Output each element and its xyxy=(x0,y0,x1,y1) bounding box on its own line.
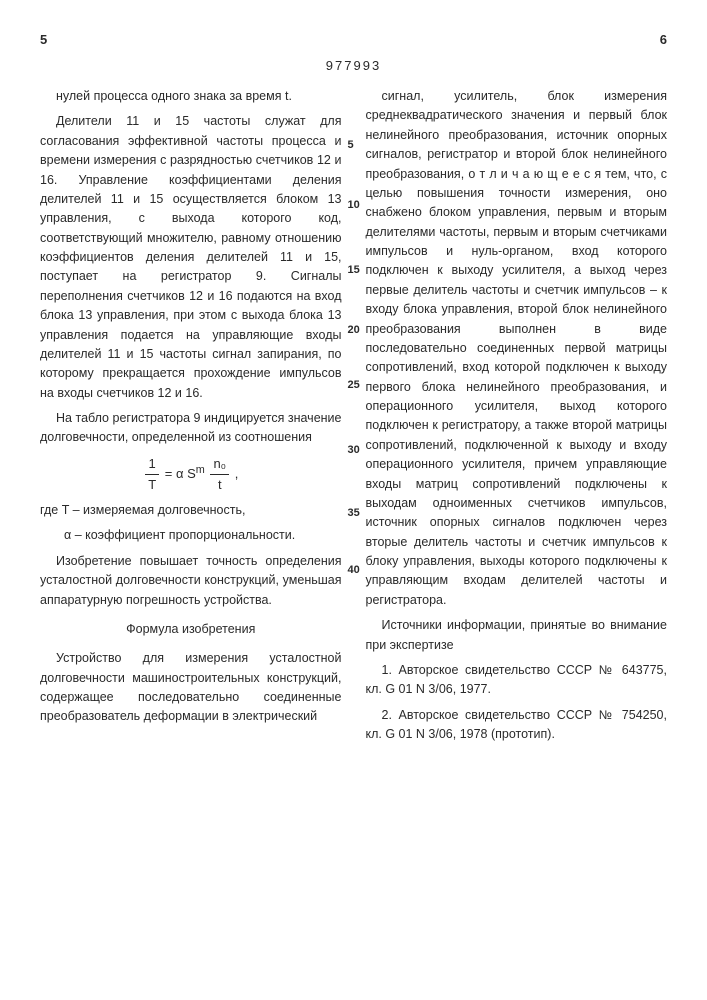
paragraph: На табло регистратора 9 индицируется зна… xyxy=(40,409,342,448)
line-number: 35 xyxy=(348,505,360,522)
line-number: 20 xyxy=(348,322,360,339)
formula: 1T = α Sm n₀t , xyxy=(40,454,342,495)
line-number: 25 xyxy=(348,377,360,394)
header-right: 6 xyxy=(660,30,667,50)
sources-title: Источники информации, принятые во вниман… xyxy=(366,616,668,655)
line-number: 30 xyxy=(348,442,360,459)
formula-sup: m xyxy=(196,464,205,476)
two-column-body: 5 10 15 20 25 30 35 40 нулей процесса одного зн… xyxy=(40,87,667,750)
where-line-2: α – коэффициент пропорциональности. xyxy=(40,526,342,545)
line-number: 40 xyxy=(348,562,360,579)
formula-num: n₀ xyxy=(210,454,229,475)
source-item: 2. Авторское свидетельство СССР № 754250… xyxy=(366,706,668,745)
section-title: Формула изобретения xyxy=(40,620,342,639)
paragraph: нулей процесса одного знака за время t. xyxy=(40,87,342,106)
formula-eq: = α S xyxy=(165,466,196,481)
header-left: 5 xyxy=(40,30,47,50)
formula-den: t xyxy=(210,475,229,495)
source-item: 1. Авторское свидетельство СССР № 643775… xyxy=(366,661,668,700)
page-header: 5 6 xyxy=(40,30,667,50)
line-number: 5 xyxy=(348,137,354,154)
left-column: нулей процесса одного знака за время t. … xyxy=(40,87,342,750)
right-column: сигнал, усилитель, блок измерения средне… xyxy=(366,87,668,750)
paragraph: Изобретение повышает точность определени… xyxy=(40,552,342,610)
line-number: 15 xyxy=(348,262,360,279)
paragraph: Делители 11 и 15 частоты служат для согл… xyxy=(40,112,342,403)
paragraph: Устройство для измерения усталостной дол… xyxy=(40,649,342,727)
line-number: 10 xyxy=(348,197,360,214)
patent-number: 977993 xyxy=(40,56,667,76)
paragraph: сигнал, усилитель, блок измерения средне… xyxy=(366,87,668,610)
where-line-1: где T – измеряемая долговечность, xyxy=(40,501,342,520)
